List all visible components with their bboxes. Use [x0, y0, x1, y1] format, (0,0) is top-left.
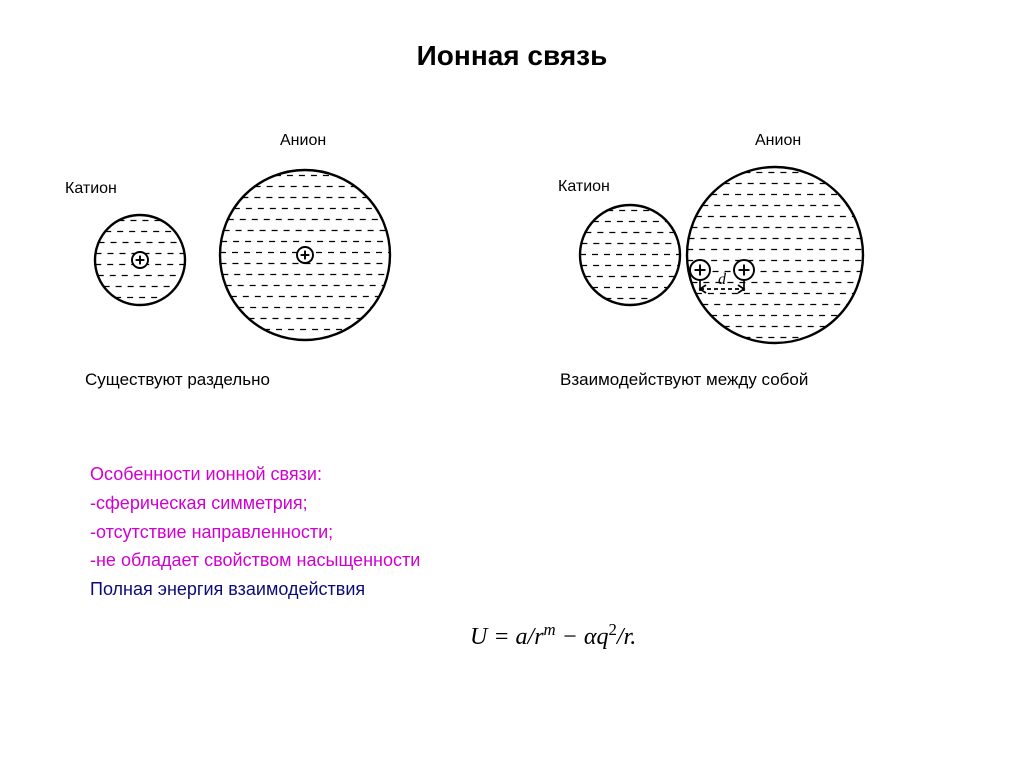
right-caption: Взаимодействуют между собой: [560, 370, 808, 390]
right-diagram: d: [550, 130, 950, 365]
svg-text:d: d: [718, 271, 727, 288]
feature-line: -отсутствие направленности;: [90, 518, 420, 547]
feature-line: Полная энергия взаимодействия: [90, 575, 420, 604]
feature-line: -сферическая симметрия;: [90, 489, 420, 518]
feature-line: -не обладает свойством насыщенности: [90, 546, 420, 575]
features-list: Особенности ионной связи:-сферическая си…: [90, 460, 420, 604]
feature-line: Особенности ионной связи:: [90, 460, 420, 489]
left-caption: Существуют раздельно: [85, 370, 270, 390]
energy-formula: U = a/rm − αq2/r.: [470, 620, 636, 651]
left-diagram: [70, 130, 450, 365]
page-title: Ионная связь: [0, 40, 1024, 72]
